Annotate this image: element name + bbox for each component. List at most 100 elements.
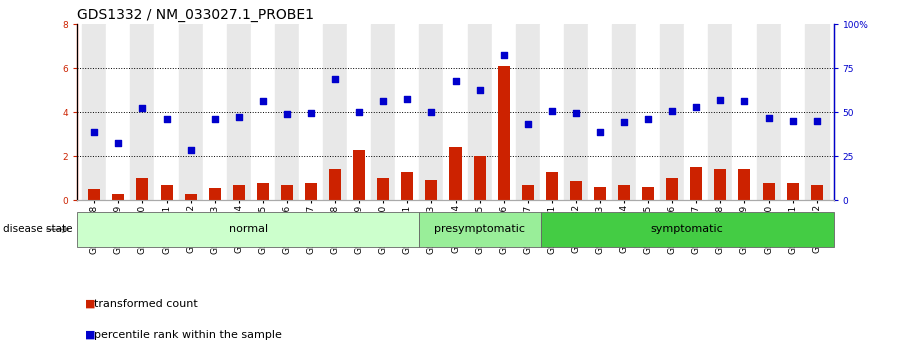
Point	[280, 111, 294, 117]
Point	[256, 98, 271, 104]
Bar	[612, 24, 636, 200]
Bar	[732, 24, 756, 200]
Text: ■: ■	[85, 330, 96, 339]
Bar	[618, 185, 630, 200]
Point	[425, 109, 439, 115]
Point	[568, 110, 583, 116]
Bar	[419, 24, 444, 200]
Bar	[179, 24, 202, 200]
Bar	[541, 212, 834, 247]
Text: symptomatic: symptomatic	[650, 225, 723, 234]
Point	[737, 98, 752, 104]
Bar	[444, 24, 467, 200]
Point	[640, 116, 655, 121]
Bar	[419, 212, 541, 247]
Bar	[492, 24, 516, 200]
Bar	[305, 183, 317, 200]
Bar	[425, 180, 437, 200]
Bar	[323, 24, 347, 200]
Bar	[155, 24, 179, 200]
Point	[352, 109, 366, 115]
Bar	[691, 167, 702, 200]
Bar	[763, 183, 774, 200]
Point	[617, 119, 631, 125]
Point	[713, 97, 728, 103]
Bar	[570, 181, 582, 200]
Bar	[564, 24, 588, 200]
Bar	[209, 188, 220, 200]
Bar	[347, 24, 371, 200]
Bar	[160, 185, 172, 200]
Bar	[329, 169, 341, 200]
Point	[231, 114, 246, 119]
Bar	[107, 24, 130, 200]
Point	[520, 121, 535, 127]
Bar	[467, 24, 492, 200]
Point	[593, 129, 608, 135]
Bar	[594, 187, 606, 200]
Bar	[377, 178, 389, 200]
Bar	[227, 24, 251, 200]
Text: disease state: disease state	[4, 225, 73, 234]
Text: transformed count: transformed count	[87, 299, 198, 308]
Point	[545, 108, 559, 114]
Bar	[137, 178, 148, 200]
Point	[472, 87, 486, 93]
Bar	[474, 156, 486, 200]
Text: GDS1332 / NM_033027.1_PROBE1: GDS1332 / NM_033027.1_PROBE1	[77, 8, 314, 22]
Bar	[281, 185, 293, 200]
Bar	[77, 212, 419, 247]
Bar	[660, 24, 684, 200]
Bar	[395, 24, 419, 200]
Bar	[202, 24, 227, 200]
Bar	[185, 194, 197, 200]
Bar	[540, 24, 564, 200]
Point	[448, 79, 463, 84]
Point	[376, 98, 391, 104]
Bar	[781, 24, 804, 200]
Bar	[251, 24, 275, 200]
Bar	[709, 24, 732, 200]
Point	[135, 105, 149, 110]
Bar	[636, 24, 660, 200]
Bar	[497, 66, 509, 200]
Point	[159, 116, 174, 121]
Bar	[522, 185, 534, 200]
Bar	[257, 183, 269, 200]
Point	[87, 129, 102, 135]
Bar	[684, 24, 709, 200]
Bar	[786, 183, 799, 200]
Bar	[371, 24, 395, 200]
Point	[328, 76, 343, 82]
Bar	[402, 171, 414, 200]
Bar	[516, 24, 540, 200]
Point	[111, 140, 126, 146]
Text: presymptomatic: presymptomatic	[435, 225, 526, 234]
Bar	[739, 169, 751, 200]
Bar	[275, 24, 299, 200]
Bar	[642, 187, 654, 200]
Text: normal: normal	[229, 225, 268, 234]
Point	[208, 116, 222, 121]
Point	[400, 96, 415, 102]
Point	[665, 108, 680, 114]
Bar	[299, 24, 323, 200]
Point	[183, 147, 198, 152]
Bar	[804, 24, 829, 200]
Bar	[130, 24, 155, 200]
Bar	[714, 169, 726, 200]
Bar	[449, 147, 462, 200]
Bar	[756, 24, 781, 200]
Bar	[232, 185, 245, 200]
Bar	[666, 178, 679, 200]
Point	[689, 104, 703, 109]
Text: percentile rank within the sample: percentile rank within the sample	[87, 330, 281, 339]
Point	[809, 118, 824, 124]
Bar	[353, 149, 365, 200]
Bar	[546, 171, 558, 200]
Bar	[588, 24, 612, 200]
Point	[496, 52, 511, 58]
Bar	[112, 194, 125, 200]
Bar	[811, 185, 823, 200]
Point	[303, 110, 318, 116]
